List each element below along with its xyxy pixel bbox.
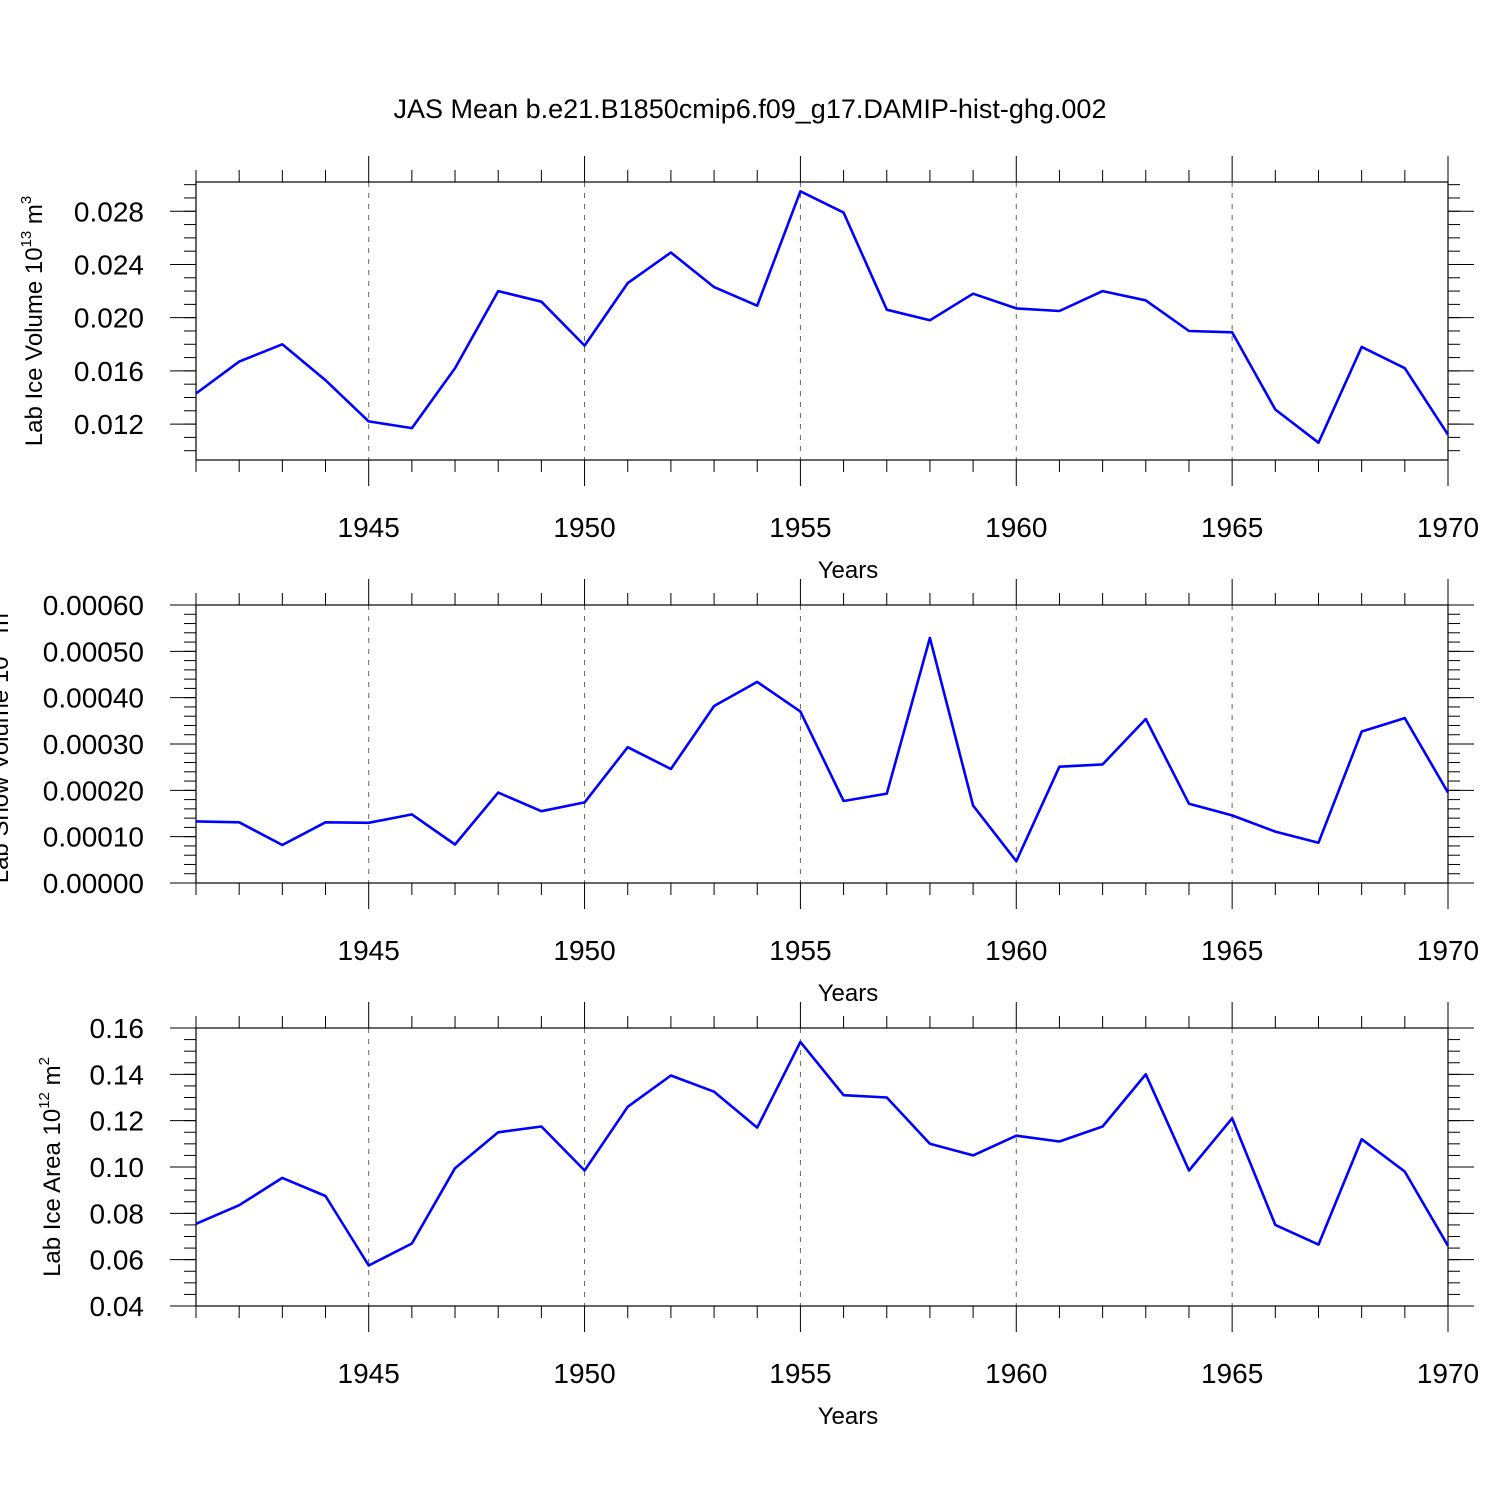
y-axis-title-part: 13 xyxy=(0,640,1,657)
y-tick-label: 0.00030 xyxy=(43,729,144,760)
y-tick-label: 0.00050 xyxy=(43,636,144,667)
x-axis-title: Years xyxy=(818,557,879,584)
x-tick-label: 1960 xyxy=(985,935,1047,966)
x-tick-label: 1965 xyxy=(1201,512,1263,543)
x-tick-label: 1950 xyxy=(553,1358,615,1389)
y-axis-title-part: Lab Ice Area 10 xyxy=(39,1109,66,1277)
x-tick-label: 1955 xyxy=(769,1358,831,1389)
x-tick-label: 1965 xyxy=(1201,935,1263,966)
y-tick-label: 0.16 xyxy=(90,1013,145,1044)
y-tick-label: 0.00010 xyxy=(43,822,144,853)
series-line xyxy=(195,190,1450,445)
plot-frame xyxy=(195,604,1449,884)
x-tick-label: 1965 xyxy=(1201,1358,1263,1389)
x-axis-title: Years xyxy=(818,1403,879,1430)
x-tick-label: 1950 xyxy=(553,935,615,966)
y-axis-title: Lab Ice Area 1012 m2 xyxy=(36,1057,66,1277)
y-tick-label: 0.12 xyxy=(90,1106,145,1137)
y-axis-title-part: 12 xyxy=(36,1092,53,1109)
x-tick-label: 1970 xyxy=(1417,935,1479,966)
y-tick-label: 0.00060 xyxy=(43,590,144,621)
y-tick-label: 0.012 xyxy=(74,409,144,440)
x-tick-label: 1960 xyxy=(985,1358,1047,1389)
x-axis-title: Years xyxy=(818,980,879,1007)
x-tick-label: 1950 xyxy=(553,512,615,543)
y-axis-title-part: m xyxy=(21,204,48,231)
y-tick-label: 0.04 xyxy=(90,1291,145,1322)
y-axis-title: Lab Snow Volume 1013 m3 xyxy=(0,605,14,884)
x-tick-label: 1945 xyxy=(338,935,400,966)
y-axis-title-part: 3 xyxy=(18,196,35,204)
y-axis-title-part: Lab Snow Volume 10 xyxy=(0,656,14,883)
y-tick-label: 0.06 xyxy=(90,1245,145,1276)
y-tick-label: 0.08 xyxy=(90,1198,145,1229)
x-tick-label: 1955 xyxy=(769,512,831,543)
series-line xyxy=(195,1040,1450,1267)
y-axis-title-part: 2 xyxy=(36,1057,53,1065)
x-tick-label: 1955 xyxy=(769,935,831,966)
x-tick-label: 1970 xyxy=(1417,1358,1479,1389)
y-axis-title-part: 3 xyxy=(0,605,1,613)
y-axis-title-part: m xyxy=(0,613,14,640)
y-tick-label: 0.00000 xyxy=(43,868,144,899)
y-tick-label: 0.14 xyxy=(90,1059,145,1090)
y-tick-label: 0.016 xyxy=(74,356,144,387)
y-tick-label: 0.024 xyxy=(74,249,144,280)
y-axis-title-part: m xyxy=(39,1065,66,1092)
y-axis-title: Lab Ice Volume 1013 m3 xyxy=(18,196,48,447)
y-axis-title-part: Lab Ice Volume 10 xyxy=(21,247,48,446)
chart-title: JAS Mean b.e21.B1850cmip6.f09_g17.DAMIP-… xyxy=(394,94,1107,124)
x-tick-label: 1945 xyxy=(338,512,400,543)
plot-frame xyxy=(195,181,1449,461)
x-tick-label: 1960 xyxy=(985,512,1047,543)
x-tick-label: 1970 xyxy=(1417,512,1479,543)
y-tick-label: 0.020 xyxy=(74,303,144,334)
y-tick-label: 0.028 xyxy=(74,196,144,227)
y-tick-label: 0.00020 xyxy=(43,775,144,806)
y-tick-label: 0.00040 xyxy=(43,683,144,714)
x-tick-label: 1945 xyxy=(338,1358,400,1389)
y-axis-title-part: 13 xyxy=(18,231,35,248)
series-line xyxy=(195,636,1450,863)
y-tick-label: 0.10 xyxy=(90,1152,145,1183)
